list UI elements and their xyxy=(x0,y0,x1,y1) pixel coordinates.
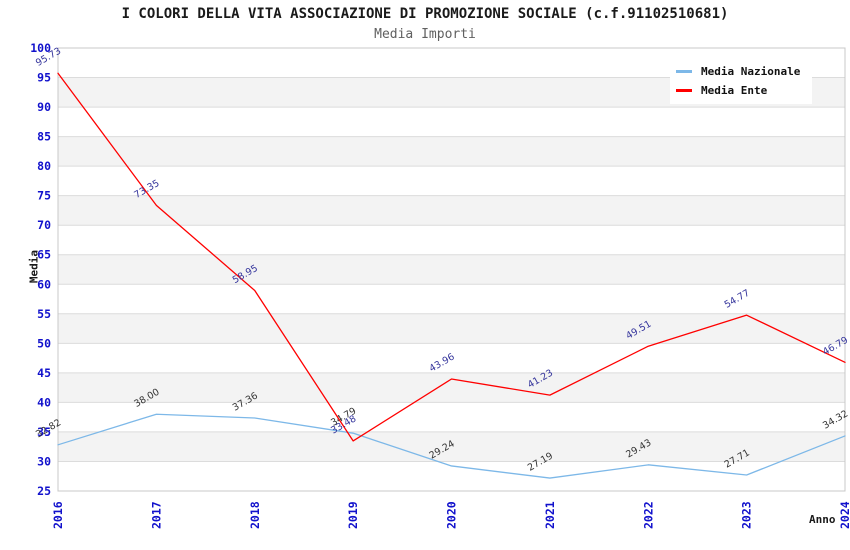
y-axis-title: Media xyxy=(27,249,41,284)
plot-band xyxy=(58,431,845,462)
y-tick-label: 55 xyxy=(37,307,51,321)
series-line-media-ente xyxy=(57,72,846,442)
plot-band xyxy=(58,372,845,403)
y-tick-label: 100 xyxy=(30,41,51,55)
plot-band xyxy=(58,254,845,285)
x-tick-label: 2017 xyxy=(149,501,163,529)
y-tick-label: 45 xyxy=(37,366,51,380)
point-label-media-nazionale: 34.32 xyxy=(821,408,850,431)
series-line-media-nazionale xyxy=(57,413,846,479)
x-tick-label: 2018 xyxy=(248,501,262,529)
x-tick-label: 2021 xyxy=(543,501,557,529)
y-tick-label: 95 xyxy=(37,71,51,85)
y-tick-label: 85 xyxy=(37,130,51,144)
legend: Media Nazionale Media Ente xyxy=(670,58,812,104)
y-tick-label: 60 xyxy=(37,277,51,291)
y-tick-label: 35 xyxy=(37,425,51,439)
y-tick-label: 70 xyxy=(37,218,51,232)
y-tick-label: 65 xyxy=(37,248,51,262)
plot-band xyxy=(58,136,845,167)
x-tick-label: 2016 xyxy=(51,501,65,529)
plot-band xyxy=(58,313,845,344)
y-tick-label: 80 xyxy=(37,159,51,173)
plot-band xyxy=(58,195,845,226)
legend-item-media-nazionale: Media Nazionale xyxy=(676,62,812,81)
chart-subtitle: Media Importi xyxy=(374,27,476,42)
chart-title: I COLORI DELLA VITA ASSOCIAZIONE DI PROM… xyxy=(121,6,729,22)
legend-label: Media Ente xyxy=(701,84,768,97)
legend-line-icon-red xyxy=(676,89,692,92)
point-label-media-ente: 54.77 xyxy=(723,288,752,311)
x-tick-label: 2019 xyxy=(346,501,360,529)
y-tick-label: 90 xyxy=(37,100,51,114)
y-tick-label: 50 xyxy=(37,336,51,350)
plot-frame xyxy=(57,47,846,492)
y-tick-label: 75 xyxy=(37,189,51,203)
x-tick-label: 2022 xyxy=(641,501,655,529)
legend-line-icon-blue xyxy=(676,70,692,73)
point-label-media-ente: 43.96 xyxy=(428,351,457,374)
y-tick-label: 40 xyxy=(37,395,51,409)
legend-label: Media Nazionale xyxy=(701,65,801,78)
legend-item-media-ente: Media Ente xyxy=(676,81,812,100)
y-tick-label: 30 xyxy=(37,454,51,468)
x-tick-label: 2023 xyxy=(740,501,754,529)
x-tick-label: 2024 xyxy=(838,501,850,529)
y-tick-label: 25 xyxy=(37,484,51,498)
x-tick-label: 2020 xyxy=(445,501,459,529)
x-axis-title: Anno xyxy=(809,513,836,526)
